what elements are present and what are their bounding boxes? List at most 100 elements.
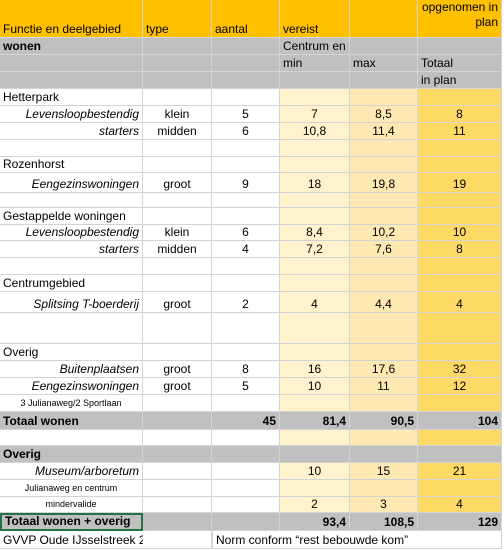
cell: 4 xyxy=(280,292,350,313)
cell: 6 xyxy=(212,225,280,241)
cell: Hetterpark xyxy=(0,89,143,106)
cell xyxy=(143,430,212,446)
cell xyxy=(0,140,143,157)
cell: Norm conform “rest bebouwde kom” xyxy=(213,531,502,549)
cell xyxy=(212,275,280,292)
cell: 4 xyxy=(418,497,502,513)
cell: 3 Julianaweg/2 Sportlaan xyxy=(0,395,143,412)
cell: groot xyxy=(143,173,212,193)
cell xyxy=(143,344,212,361)
cell: 4,4 xyxy=(350,292,418,313)
cell xyxy=(418,446,502,463)
cell xyxy=(212,89,280,106)
cell xyxy=(212,258,280,275)
cell xyxy=(143,140,212,157)
cell: 10,8 xyxy=(280,123,350,140)
cell: 129 xyxy=(418,513,502,531)
cell: 3 xyxy=(350,497,418,513)
cell: 16 xyxy=(280,361,350,378)
cell xyxy=(212,430,280,446)
cell: 12 xyxy=(418,378,502,395)
cell xyxy=(143,89,212,106)
cell xyxy=(280,275,350,292)
cell: 10 xyxy=(280,463,350,480)
cell: 32 xyxy=(418,361,502,378)
cell: Gestappelde woningen xyxy=(0,208,143,225)
cell: Levensloopbestendig xyxy=(0,225,143,241)
cell xyxy=(143,412,212,430)
cell xyxy=(350,395,418,412)
cell: Totaal wonen + overig xyxy=(0,513,143,531)
cell xyxy=(212,313,280,344)
cell xyxy=(350,480,418,497)
cell: starters xyxy=(0,241,143,258)
cell: min xyxy=(280,55,350,72)
cell xyxy=(212,497,280,513)
cell xyxy=(350,0,418,38)
cell: 8 xyxy=(418,241,502,258)
cell xyxy=(280,430,350,446)
cell xyxy=(280,344,350,361)
cell: midden xyxy=(143,241,212,258)
cell xyxy=(418,395,502,412)
cell xyxy=(350,430,418,446)
cell: groot xyxy=(143,292,212,313)
cell xyxy=(350,193,418,208)
cell xyxy=(418,275,502,292)
cell: Julianaweg en centrum xyxy=(0,480,143,497)
cell: 10 xyxy=(418,225,502,241)
cell: 11 xyxy=(418,123,502,140)
cell: 7,6 xyxy=(350,241,418,258)
cell xyxy=(280,89,350,106)
cell: 4 xyxy=(212,241,280,258)
cell xyxy=(418,313,502,344)
cell xyxy=(280,208,350,225)
cell: Centrumgebied xyxy=(0,275,143,292)
cell: type xyxy=(143,0,212,38)
cell xyxy=(212,140,280,157)
cell xyxy=(418,258,502,275)
cell xyxy=(418,430,502,446)
cell: 2 xyxy=(212,292,280,313)
cell xyxy=(350,258,418,275)
cell: 2 xyxy=(280,497,350,513)
cell: 5 xyxy=(212,106,280,123)
cell xyxy=(280,258,350,275)
cell xyxy=(280,313,350,344)
cell xyxy=(212,38,280,55)
cell: midden xyxy=(143,123,212,140)
cell xyxy=(418,89,502,106)
cell xyxy=(350,275,418,292)
cell xyxy=(143,55,212,72)
cell xyxy=(212,72,280,89)
cell xyxy=(350,344,418,361)
cell xyxy=(280,193,350,208)
cell: 7 xyxy=(280,106,350,123)
cell: Rozenhorst xyxy=(0,157,143,173)
cell xyxy=(280,480,350,497)
cell xyxy=(350,446,418,463)
cell: Levensloopbestendig xyxy=(0,106,143,123)
cell: 11 xyxy=(350,378,418,395)
cell: 8,5 xyxy=(350,106,418,123)
cell xyxy=(350,140,418,157)
cell: groot xyxy=(143,378,212,395)
cell xyxy=(350,157,418,173)
cell xyxy=(418,38,502,55)
cell: vereist xyxy=(280,0,350,38)
cell xyxy=(0,193,143,208)
cell xyxy=(350,208,418,225)
cell: Centrum en schil xyxy=(280,38,350,55)
cell: Splitsing T-boerderij xyxy=(0,292,143,313)
cell: 9 xyxy=(212,173,280,193)
cell xyxy=(143,463,212,480)
cell: 104 xyxy=(418,412,502,430)
cell xyxy=(143,531,212,549)
cell: 8 xyxy=(418,106,502,123)
cell: Eengezinswoningen xyxy=(0,378,143,395)
cell xyxy=(143,513,212,531)
cell xyxy=(280,72,350,89)
cell xyxy=(350,38,418,55)
cell: 4 xyxy=(418,292,502,313)
